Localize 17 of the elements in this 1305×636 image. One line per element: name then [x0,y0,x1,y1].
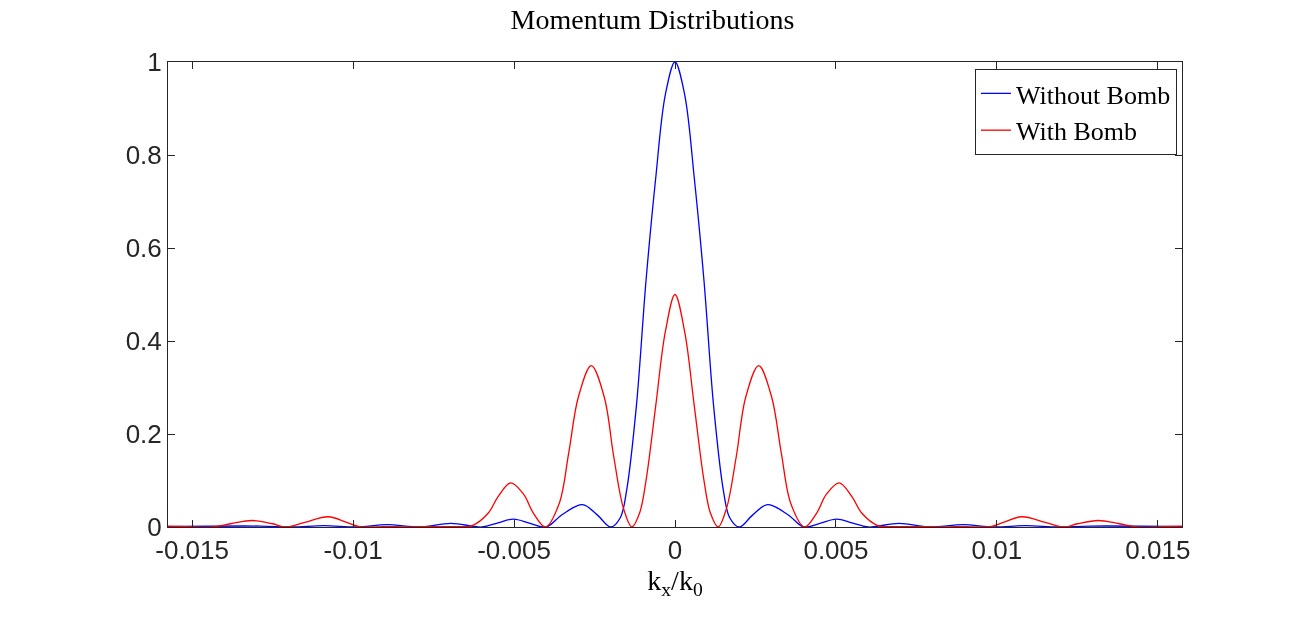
chart-title: Momentum Distributions [510,4,795,36]
line-series [168,293,1182,527]
line-series [168,62,1182,527]
x-tick-label: -0.01 [323,535,383,566]
x-tick-label: 0 [667,535,683,566]
y-tick-label: 0.2 [125,419,162,450]
legend-label: With Bomb [1015,117,1137,147]
legend-label: Without Bomb [1015,80,1171,110]
x-tick-label: 0.015 [1125,535,1191,566]
y-tick-label: 0.6 [125,233,162,264]
x-tick-label: 0.005 [803,535,869,566]
x-axis-title: k$_{x}$/k$_{0}$ [647,565,703,601]
y-tick-label: 0.4 [125,326,162,357]
x-tick-label: -0.005 [477,535,551,566]
x-tick-label: 0.01 [971,535,1023,566]
y-tick-label: 0.8 [125,140,162,171]
y-tick-label: 1 [147,47,162,78]
